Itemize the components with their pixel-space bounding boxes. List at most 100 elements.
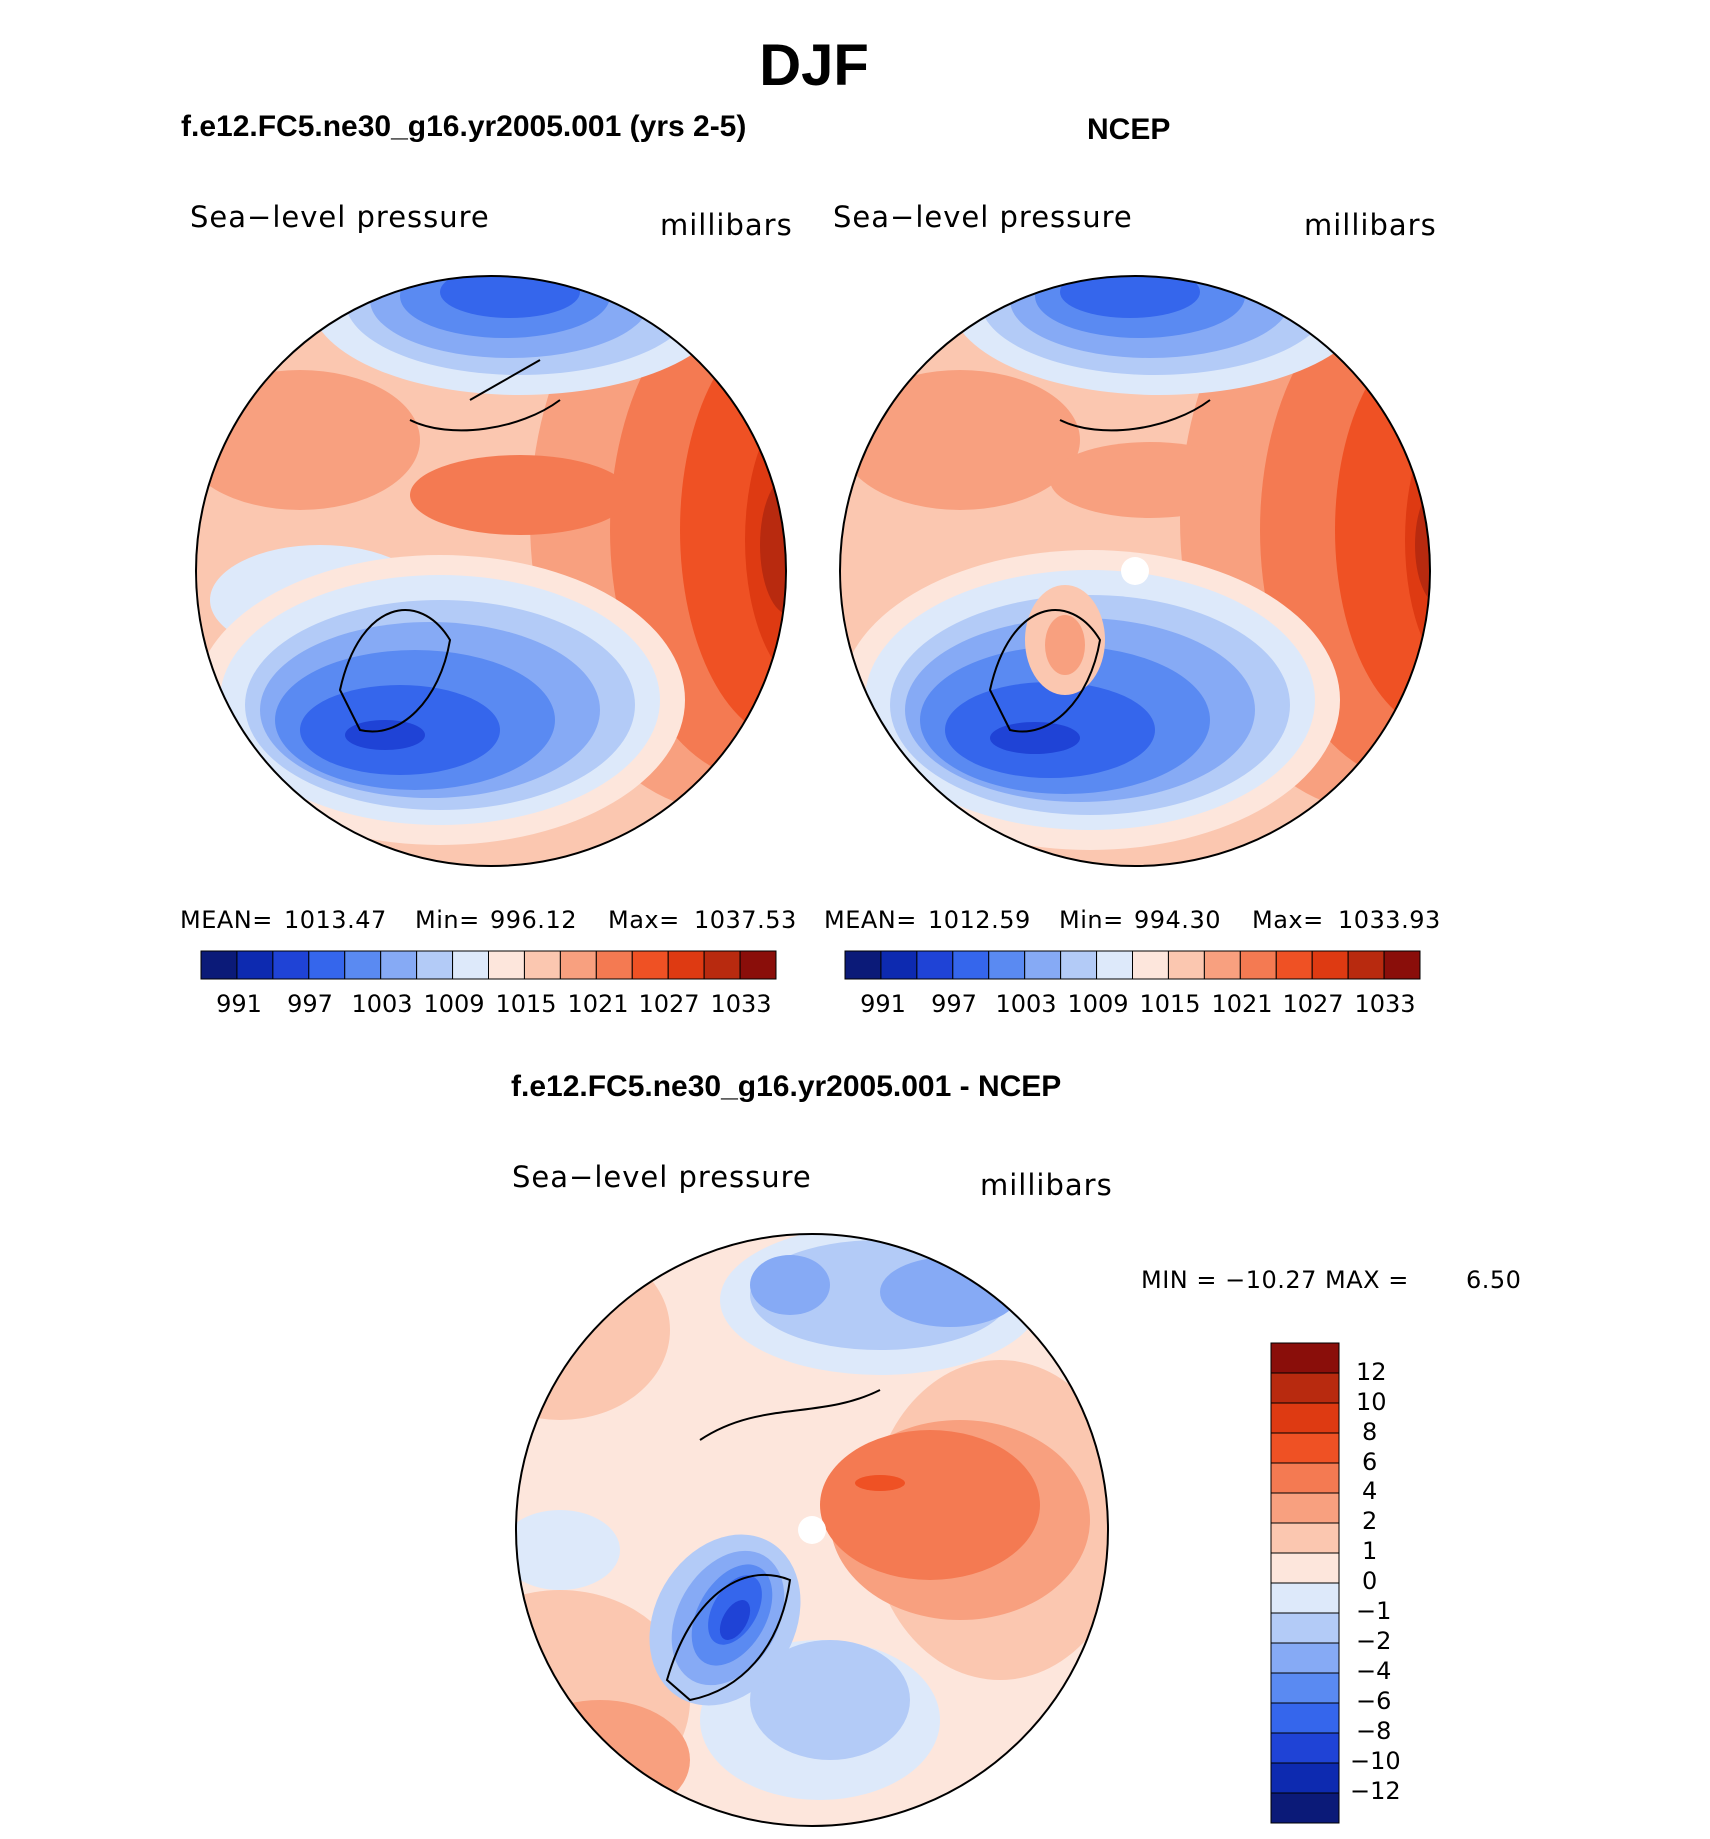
colorbar-swatch bbox=[1270, 1642, 1340, 1674]
colorbar-swatch bbox=[739, 950, 777, 980]
cb2-tick: 1027 bbox=[1282, 990, 1344, 1018]
panel-1-min: 996.12 bbox=[490, 906, 577, 934]
figure-title: DJF bbox=[759, 33, 869, 98]
colorbar-swatch bbox=[1096, 950, 1133, 980]
cb3-tick: −12 bbox=[1350, 1777, 1401, 1805]
colorbar-swatch bbox=[488, 950, 525, 980]
diff-units: millibars bbox=[980, 1168, 1113, 1202]
colorbar-swatch bbox=[595, 950, 633, 980]
panel-2-min: 994.30 bbox=[1134, 906, 1221, 934]
colorbar-swatch bbox=[916, 950, 954, 980]
colorbar-swatch bbox=[344, 950, 382, 980]
panel-2-heading: NCEP bbox=[1087, 113, 1171, 146]
cb3-tick: −4 bbox=[1356, 1657, 1392, 1685]
colorbar-swatch bbox=[1270, 1342, 1340, 1374]
panel-2-min-label: Min= bbox=[1059, 906, 1124, 934]
cb2-tick: 1015 bbox=[1139, 990, 1201, 1018]
colorbar-ncep bbox=[844, 950, 1421, 980]
cb3-tick: 8 bbox=[1362, 1418, 1378, 1446]
cb1-tick: 1027 bbox=[638, 990, 700, 1018]
colorbar-swatch bbox=[1024, 950, 1062, 980]
map-model bbox=[196, 276, 786, 866]
map-model-boundary bbox=[195, 275, 787, 867]
colorbar-swatch bbox=[1239, 950, 1277, 980]
colorbar-swatch bbox=[1270, 1672, 1340, 1704]
cb3-tick: −8 bbox=[1356, 1717, 1392, 1745]
colorbar-swatch bbox=[667, 950, 705, 980]
colorbar-swatch bbox=[631, 950, 669, 980]
colorbar-swatch bbox=[452, 950, 489, 980]
map-ncep bbox=[840, 276, 1430, 866]
colorbar-swatch bbox=[559, 950, 597, 980]
cb3-tick: −1 bbox=[1356, 1597, 1392, 1625]
cb1-tick: 1021 bbox=[567, 990, 629, 1018]
cb3-tick: −2 bbox=[1356, 1627, 1392, 1655]
cb3-tick: 1 bbox=[1362, 1537, 1378, 1565]
cb1-tick: 1033 bbox=[710, 990, 772, 1018]
panel-1-heading: f.e12.FC5.ne30_g16.yr2005.001 (yrs 2-5) bbox=[181, 110, 747, 143]
diff-heading: f.e12.FC5.ne30_g16.yr2005.001 - NCEP bbox=[511, 1070, 1062, 1103]
cb1-tick: 1009 bbox=[423, 990, 485, 1018]
colorbar-swatch bbox=[1347, 950, 1385, 980]
cb1-tick: 1003 bbox=[351, 990, 413, 1018]
map-difference bbox=[516, 1234, 1108, 1826]
colorbar-swatch bbox=[523, 950, 561, 980]
colorbar-model bbox=[200, 950, 777, 980]
colorbar-swatch bbox=[1270, 1432, 1340, 1464]
colorbar-swatch bbox=[1060, 950, 1098, 980]
cb2-tick: 997 bbox=[931, 990, 977, 1018]
cb2-tick: 1033 bbox=[1354, 990, 1416, 1018]
colorbar-swatch bbox=[1270, 1792, 1340, 1824]
panel-1-units: millibars bbox=[660, 208, 793, 242]
colorbar-swatch bbox=[1270, 1462, 1340, 1494]
colorbar-swatch bbox=[308, 950, 346, 980]
panel-2-units: millibars bbox=[1304, 208, 1437, 242]
coastlines bbox=[338, 359, 1211, 1702]
colorbar-swatch bbox=[952, 950, 990, 980]
map-ncep-boundary bbox=[839, 275, 1431, 867]
cb3-tick: −6 bbox=[1356, 1687, 1392, 1715]
colorbar-swatch bbox=[380, 950, 418, 980]
cb3-tick: 6 bbox=[1362, 1448, 1378, 1476]
colorbar-swatch bbox=[1270, 1732, 1340, 1764]
panel-1-mean-label: MEAN= bbox=[180, 906, 273, 934]
panel-1-min-label: Min= bbox=[415, 906, 480, 934]
colorbar-swatch bbox=[1270, 1522, 1340, 1554]
cb2-tick: 1021 bbox=[1211, 990, 1273, 1018]
colorbar-swatch bbox=[1270, 1582, 1340, 1614]
colorbar-swatch bbox=[1270, 1492, 1340, 1524]
colorbar-swatch bbox=[1275, 950, 1313, 980]
panel-2-mean: 1012.59 bbox=[928, 906, 1031, 934]
diff-minmax-text: MIN = −10.27 MAX = bbox=[1141, 1266, 1409, 1294]
panel-1-variable: Sea−level pressure bbox=[190, 200, 490, 234]
colorbar-swatch bbox=[416, 950, 454, 980]
cb2-tick: 1003 bbox=[995, 990, 1057, 1018]
diff-max-value: 6.50 bbox=[1466, 1266, 1522, 1294]
colorbar-swatch bbox=[1270, 1612, 1340, 1644]
panel-2-max: 1033.93 bbox=[1338, 906, 1441, 934]
panel-1-max: 1037.53 bbox=[694, 906, 797, 934]
cb1-tick: 991 bbox=[216, 990, 262, 1018]
colorbar-swatch bbox=[1203, 950, 1241, 980]
cb2-tick: 1009 bbox=[1067, 990, 1129, 1018]
colorbar-swatch bbox=[844, 950, 882, 980]
panel-2-max-label: Max= bbox=[1252, 906, 1324, 934]
panel-2-mean-label: MEAN= bbox=[824, 906, 917, 934]
colorbar-swatch bbox=[200, 950, 238, 980]
cb3-tick: 10 bbox=[1356, 1388, 1387, 1416]
cb1-tick: 997 bbox=[287, 990, 333, 1018]
cb1-tick: 1015 bbox=[495, 990, 557, 1018]
cb3-tick: −10 bbox=[1350, 1747, 1401, 1775]
diff-variable: Sea−level pressure bbox=[512, 1160, 812, 1194]
cb3-tick: 12 bbox=[1356, 1358, 1387, 1386]
colorbar-swatch bbox=[1311, 950, 1349, 980]
colorbar-swatch bbox=[1167, 950, 1205, 980]
cb3-tick: 4 bbox=[1362, 1477, 1378, 1505]
map-difference-boundary bbox=[515, 1233, 1109, 1827]
colorbar-swatch bbox=[1270, 1552, 1340, 1584]
colorbar-swatch bbox=[1383, 950, 1421, 980]
colorbar-swatch bbox=[1270, 1702, 1340, 1734]
panel-1-mean: 1013.47 bbox=[284, 906, 387, 934]
panel-2-variable: Sea−level pressure bbox=[833, 200, 1133, 234]
